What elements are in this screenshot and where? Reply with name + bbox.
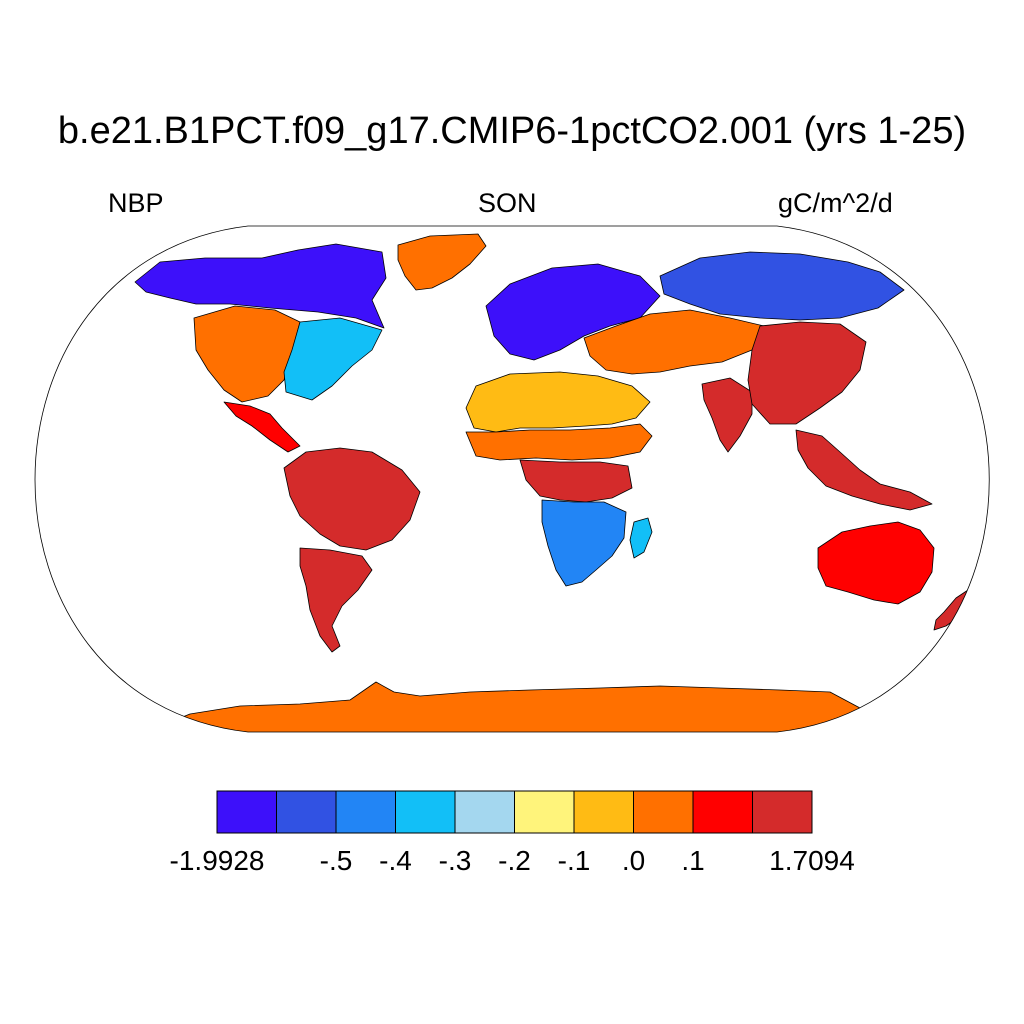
colorbar-swatch xyxy=(573,790,634,834)
land-greenland xyxy=(397,233,487,291)
colorbar-tick-label: .0 xyxy=(622,845,645,876)
colorbar-tick-label: .1 xyxy=(681,845,704,876)
land-western-united-states xyxy=(193,305,301,403)
land-amazon xyxy=(283,447,421,551)
land-southern-africa xyxy=(541,499,627,587)
variable-label: NBP xyxy=(108,188,164,218)
colorbar-swatch xyxy=(276,790,337,834)
colorbar-swatch xyxy=(454,790,515,834)
colorbar-tick-label: -.2 xyxy=(498,845,531,876)
land-china xyxy=(747,321,867,425)
plot-title: b.e21.B1PCT.f09_g17.CMIP6-1pctCO2.001 (y… xyxy=(57,110,967,152)
colorbar-swatch xyxy=(633,790,694,834)
colorbar-swatch xyxy=(395,790,456,834)
colorbar-tick-label: -1.9928 xyxy=(170,845,265,876)
land-india xyxy=(701,377,753,453)
colorbar-swatch xyxy=(692,790,753,834)
colorbar-swatch xyxy=(514,790,575,834)
land-australia xyxy=(817,521,935,605)
colorbar-tick-label: -.4 xyxy=(379,845,412,876)
colorbar-swatch xyxy=(216,790,277,834)
land-eastern-united-states xyxy=(283,317,383,401)
land-europe xyxy=(485,263,661,361)
map-boundary xyxy=(34,225,990,733)
land-central-africa xyxy=(519,459,633,503)
land-sahel xyxy=(465,423,653,461)
land-sahara xyxy=(465,371,651,433)
units-label: gC/m^2/d xyxy=(778,188,893,218)
colorbar-swatch xyxy=(335,790,396,834)
land-northern-north-america xyxy=(134,243,387,329)
colorbar-tick-label: 1.7094 xyxy=(769,845,855,876)
land-madagascar xyxy=(629,517,653,559)
colorbar-tick-label: -.5 xyxy=(320,845,353,876)
season-label: SON xyxy=(478,188,537,218)
colorbar-swatch xyxy=(752,790,813,834)
land-siberia xyxy=(659,251,905,321)
land-central-asia xyxy=(583,309,765,375)
colorbar-tick-label: -.1 xyxy=(558,845,591,876)
colorbar-tick-label: -.3 xyxy=(439,845,472,876)
land-southeast-asia xyxy=(795,429,933,511)
land-southern-south-america xyxy=(299,547,373,653)
land-central-america xyxy=(223,401,301,453)
